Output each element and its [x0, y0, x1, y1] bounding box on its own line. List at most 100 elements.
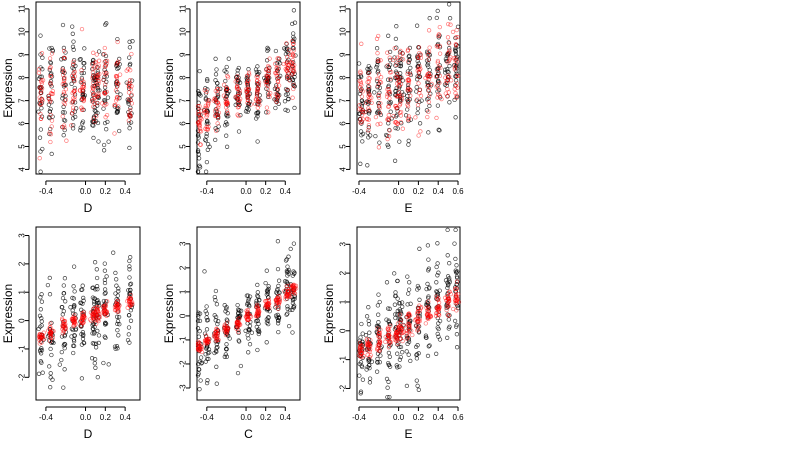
data-point-fitted — [453, 56, 458, 61]
data-point-fitted — [39, 79, 44, 84]
data-point-observed — [406, 291, 411, 296]
data-point-fitted — [426, 99, 432, 105]
data-point-fitted — [62, 101, 68, 107]
y-tick-label: 11 — [18, 4, 27, 13]
data-point-observed — [106, 139, 111, 144]
data-point-observed — [285, 311, 290, 316]
data-point-fitted — [87, 317, 93, 322]
data-point-fitted — [245, 313, 250, 319]
data-point-fitted — [391, 114, 396, 119]
data-point-fitted — [435, 304, 440, 310]
data-point-fitted — [92, 306, 97, 311]
data-point-fitted — [395, 341, 400, 347]
data-point-fitted — [215, 121, 220, 126]
data-point-observed — [358, 129, 364, 134]
data-point-observed — [214, 302, 220, 307]
data-point-observed — [204, 327, 210, 332]
data-point-fitted — [405, 104, 411, 109]
data-point-observed — [266, 286, 271, 291]
data-point-observed — [102, 85, 108, 90]
data-point-fitted — [225, 320, 230, 325]
data-point-observed — [61, 343, 66, 348]
data-point-observed — [376, 312, 381, 317]
y-tick-label: 0 — [18, 318, 27, 323]
y-tick-label: 3 — [339, 242, 348, 247]
data-point-observed — [202, 269, 207, 274]
data-point-fitted — [453, 298, 458, 303]
data-point-observed — [437, 318, 443, 324]
data-point-observed — [62, 118, 68, 123]
data-point-observed — [81, 125, 86, 131]
data-point-observed — [127, 340, 132, 345]
data-point-fitted — [198, 115, 203, 121]
data-point-fitted — [203, 109, 208, 115]
y-axis-label: Expression — [322, 58, 336, 117]
data-point-fitted — [416, 45, 422, 50]
data-point-observed — [223, 78, 228, 84]
data-point-observed — [406, 142, 411, 147]
data-point-observed — [205, 87, 210, 92]
data-point-observed — [256, 327, 261, 332]
x-axis-label: D — [84, 427, 93, 441]
data-point-observed — [254, 298, 259, 303]
data-point-fitted — [224, 108, 230, 113]
data-point-fitted — [224, 98, 229, 103]
data-point-observed — [375, 57, 381, 62]
data-point-observed — [291, 31, 296, 36]
data-point-fitted — [37, 156, 42, 161]
data-point-observed — [357, 373, 362, 378]
data-point-fitted — [291, 68, 296, 73]
data-point-observed — [115, 319, 121, 324]
data-point-fitted — [386, 327, 391, 332]
data-point-fitted — [435, 68, 440, 74]
data-point-fitted — [290, 283, 295, 289]
data-point-observed — [81, 340, 86, 345]
data-point-observed — [274, 83, 279, 88]
x-axis: -0.4 0.0 0.2 0.4 — [200, 406, 291, 422]
y-tick-label: 9 — [18, 52, 27, 57]
data-point-observed — [405, 274, 410, 279]
data-point-observed — [417, 297, 422, 302]
data-point-observed — [426, 294, 431, 299]
data-point-observed — [78, 128, 83, 133]
data-point-fitted — [360, 89, 365, 94]
data-point-observed — [447, 279, 452, 285]
data-point-observed — [70, 327, 76, 333]
data-point-fitted — [452, 67, 457, 72]
data-point-observed — [196, 132, 201, 137]
data-point-observed — [129, 78, 135, 83]
y-tick-label: 5 — [18, 144, 27, 149]
x-tick-label: 0.6 — [452, 187, 464, 196]
data-point-fitted — [72, 69, 77, 75]
x-tick-label: 0.0 — [80, 413, 92, 422]
data-point-fitted — [275, 87, 281, 92]
data-point-observed — [47, 275, 52, 281]
data-point-fitted — [388, 76, 393, 82]
data-point-fitted — [414, 316, 419, 322]
data-point-fitted — [40, 98, 45, 103]
data-point-fitted — [49, 124, 54, 129]
data-point-observed — [102, 268, 108, 273]
data-point-observed — [81, 61, 86, 66]
data-point-fitted — [415, 311, 420, 316]
data-point-observed — [81, 295, 86, 301]
data-point-fitted — [398, 101, 403, 107]
data-point-fitted — [397, 333, 402, 339]
data-point-fitted — [398, 48, 403, 54]
data-point-fitted — [276, 306, 281, 312]
data-point-fitted — [285, 293, 290, 298]
x-tick-label: 0.0 — [393, 187, 405, 196]
data-point-fitted — [437, 24, 442, 30]
data-point-observed — [255, 347, 260, 353]
data-points — [195, 239, 299, 392]
data-point-observed — [102, 291, 107, 296]
data-point-observed — [367, 376, 373, 381]
y-tick-label: 10 — [18, 27, 27, 36]
data-point-observed — [396, 63, 402, 68]
data-point-fitted — [72, 313, 77, 318]
y-tick-label: 3 — [18, 233, 27, 238]
series-fitted — [37, 293, 135, 346]
data-point-fitted — [425, 84, 430, 89]
data-point-observed — [275, 288, 280, 293]
data-point-observed — [224, 64, 229, 70]
